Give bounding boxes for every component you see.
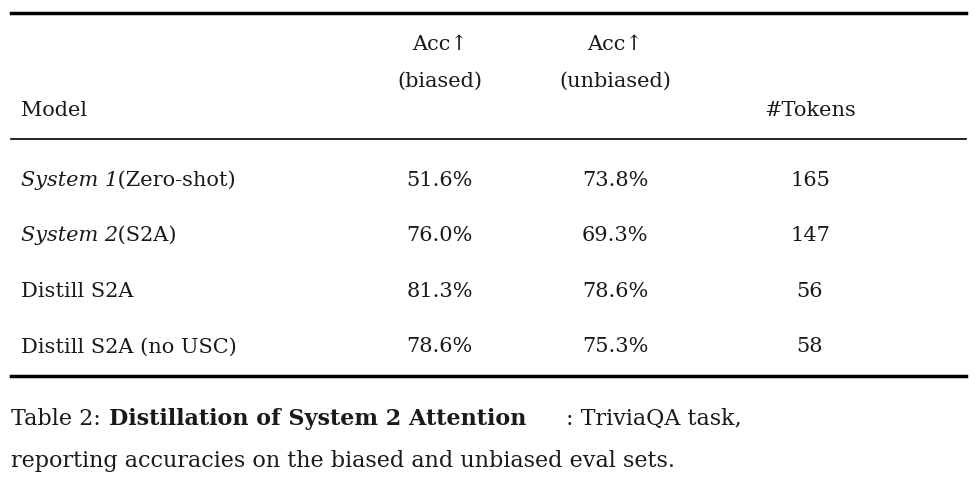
- Text: (unbiased): (unbiased): [559, 71, 671, 90]
- Text: reporting accuracies on the biased and unbiased eval sets.: reporting accuracies on the biased and u…: [11, 451, 675, 472]
- Text: : TriviaQA task,: : TriviaQA task,: [567, 408, 743, 431]
- Text: Distill S2A (no USC): Distill S2A (no USC): [21, 337, 236, 356]
- Text: Acc↑: Acc↑: [412, 35, 468, 54]
- Text: (biased): (biased): [398, 71, 483, 90]
- Text: 81.3%: 81.3%: [406, 282, 473, 301]
- Text: System 1: System 1: [21, 171, 118, 190]
- Text: 51.6%: 51.6%: [406, 171, 473, 190]
- Text: Table 2:: Table 2:: [11, 408, 108, 431]
- Text: 78.6%: 78.6%: [582, 282, 649, 301]
- Text: Distillation of System 2 Attention: Distillation of System 2 Attention: [109, 408, 527, 431]
- Text: (Zero-shot): (Zero-shot): [110, 171, 235, 190]
- Text: 165: 165: [790, 171, 829, 190]
- Text: 78.6%: 78.6%: [406, 337, 473, 356]
- Text: System 2: System 2: [21, 226, 118, 245]
- Text: 58: 58: [796, 337, 824, 356]
- Text: 76.0%: 76.0%: [406, 226, 473, 245]
- Text: Distill S2A: Distill S2A: [21, 282, 134, 301]
- Text: (S2A): (S2A): [110, 226, 176, 245]
- Text: 73.8%: 73.8%: [582, 171, 649, 190]
- Text: #Tokens: #Tokens: [764, 101, 856, 120]
- Text: 56: 56: [796, 282, 824, 301]
- Text: Model: Model: [21, 101, 87, 120]
- Text: 147: 147: [790, 226, 829, 245]
- Text: 69.3%: 69.3%: [582, 226, 649, 245]
- Text: Acc↑: Acc↑: [587, 35, 643, 54]
- Text: 75.3%: 75.3%: [582, 337, 649, 356]
